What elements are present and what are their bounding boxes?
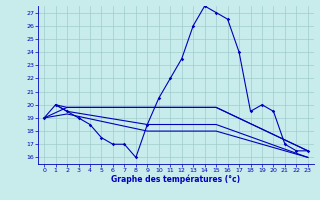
X-axis label: Graphe des températures (°c): Graphe des températures (°c) xyxy=(111,175,241,184)
